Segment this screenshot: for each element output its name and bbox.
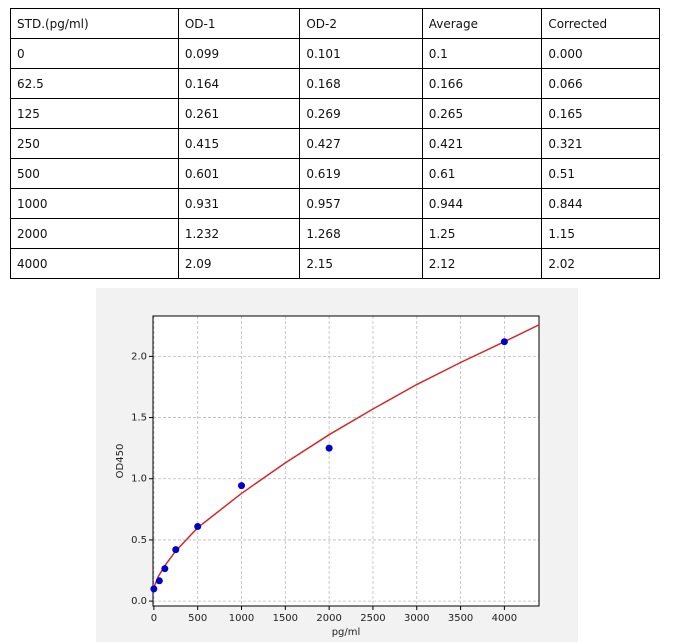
table-cell: 0.269 xyxy=(299,98,423,129)
x-tick-label: 0 xyxy=(151,613,157,624)
table-cell: 2000 xyxy=(10,218,179,249)
y-tick-label: 1.5 xyxy=(131,413,147,424)
x-tick-label: 3500 xyxy=(448,613,473,624)
table-cell: 2.02 xyxy=(541,248,660,279)
y-tick-label: 1.0 xyxy=(131,474,147,485)
x-tick-label: 4000 xyxy=(492,613,517,624)
y-tick-label: 2.0 xyxy=(131,351,147,362)
x-tick-label: 2000 xyxy=(316,613,341,624)
data-point xyxy=(238,482,246,490)
table-cell: 0.101 xyxy=(299,38,423,69)
data-point xyxy=(194,522,202,530)
table-cell: 0.166 xyxy=(421,68,543,99)
table-row: 4000 2.09 2.15 2.12 2.02 xyxy=(10,248,660,279)
table-cell: 0.421 xyxy=(421,128,543,159)
table-cell: 0.099 xyxy=(177,38,301,69)
y-tick-label: 0.5 xyxy=(131,535,147,546)
y-axis-label: OD450 xyxy=(115,444,126,479)
table-cell: 1000 xyxy=(10,188,179,219)
data-table: STD.(pg/ml) OD-1 OD-2 Average Corrected 0 0.09… xyxy=(10,8,660,279)
x-tick-label: 1500 xyxy=(273,613,298,624)
data-point xyxy=(155,577,163,585)
table-cell: Corrected xyxy=(541,8,660,39)
x-tick-label: 3000 xyxy=(404,613,429,624)
table-cell: 2.09 xyxy=(177,248,301,279)
table-cell: 0.415 xyxy=(177,128,301,159)
x-axis-label: pg/ml xyxy=(332,627,361,638)
x-tick-label: 1000 xyxy=(229,613,254,624)
table-cell: 2.12 xyxy=(421,248,543,279)
table-cell: 125 xyxy=(10,98,179,129)
table-cell: OD-1 xyxy=(177,8,301,39)
table-cell: 0.51 xyxy=(541,158,660,189)
table-row: 125 0.261 0.269 0.265 0.165 xyxy=(10,98,660,129)
plot-frame xyxy=(152,315,540,607)
data-point xyxy=(150,585,158,593)
table-cell: 0.61 xyxy=(421,158,543,189)
y-tick-label: 0.0 xyxy=(131,596,147,607)
data-point xyxy=(325,444,333,452)
data-point xyxy=(500,338,508,346)
table-cell: 0.601 xyxy=(177,158,301,189)
header-row: STD.(pg/ml) OD-1 OD-2 Average Corrected xyxy=(10,8,660,39)
table-cell: 2.15 xyxy=(299,248,423,279)
table-cell: 0.168 xyxy=(299,68,423,99)
table-cell: 0.844 xyxy=(541,188,660,219)
table-row: 2000 1.232 1.268 1.25 1.15 xyxy=(10,218,660,249)
data-point xyxy=(161,565,169,573)
table-cell: 1.15 xyxy=(541,218,660,249)
table-cell: 1.25 xyxy=(421,218,543,249)
plot-area xyxy=(153,316,539,606)
table-cell: 4000 xyxy=(10,248,179,279)
data-point xyxy=(172,546,180,554)
table-row: 0 0.099 0.101 0.1 0.000 xyxy=(10,38,660,69)
x-tick-label: 2500 xyxy=(360,613,385,624)
table-cell: 0 xyxy=(10,38,179,69)
table-cell: 0.265 xyxy=(421,98,543,129)
table-cell: Average xyxy=(421,8,543,39)
x-tick-label: 500 xyxy=(188,613,207,624)
table-cell: STD.(pg/ml) xyxy=(10,8,179,39)
